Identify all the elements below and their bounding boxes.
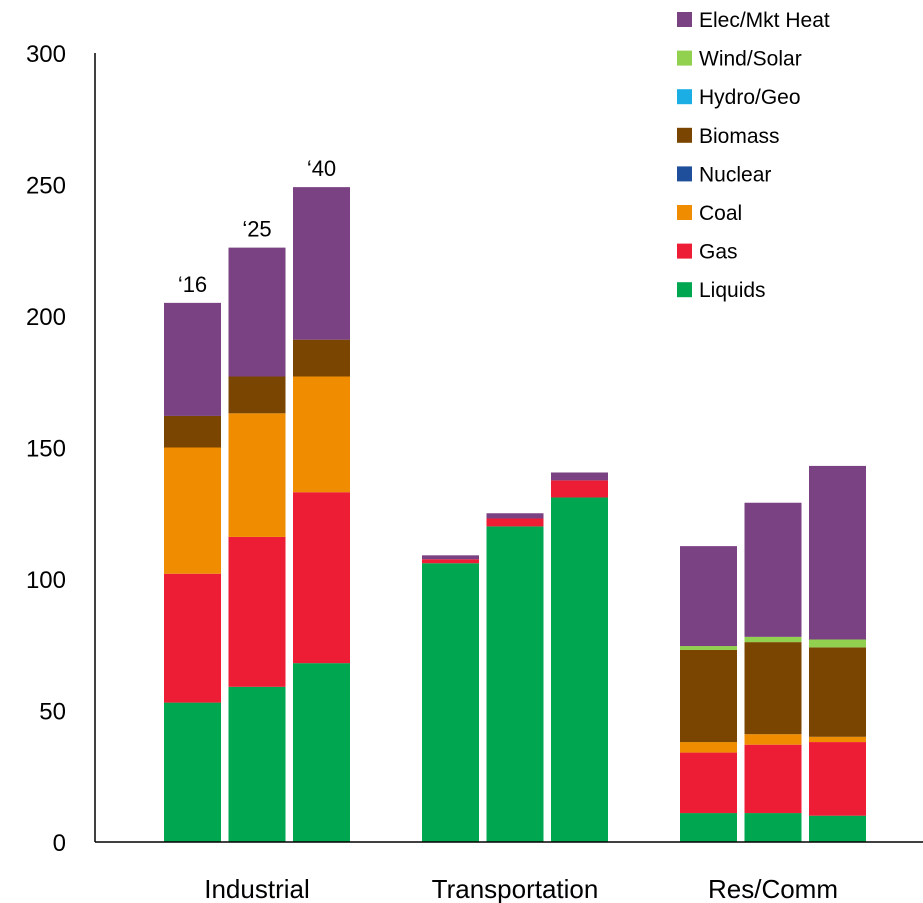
bar-segment-elec-mkt-heat-industrial-2040 [293,187,350,340]
bar-segment-liquids-industrial-2025 [228,686,286,842]
y-tick-label: 100 [26,567,66,594]
bar-segment-coal-res-comm-2040 [809,736,866,743]
y-tick-label: 150 [26,436,66,463]
y-tick-label: 250 [26,173,66,200]
legend-swatch [677,282,692,298]
bar-segment-gas-res-comm-2016 [680,752,737,814]
year-labels: ‘16 ‘25 ‘40 [178,156,336,297]
bar-segment-elec-mkt-heat-transportation-2016 [422,555,479,560]
bar-segment-elec-mkt-heat-transportation-2040 [551,472,608,481]
bar-segment-gas-industrial-2025 [228,536,286,687]
legend-label: Gas [699,241,738,264]
year-label: ‘25 [242,217,271,242]
y-tick-label: 50 [39,699,66,726]
year-label: ‘16 [178,272,207,297]
bar-segment-gas-transportation-2040 [551,480,608,498]
bar-segment-coal-res-comm-2025 [744,734,802,745]
bar-segment-liquids-res-comm-2016 [680,813,737,842]
y-tick-label: 200 [26,304,66,331]
bar-segment-elec-mkt-heat-res-comm-2016 [680,546,737,647]
legend-label: Liquids [699,279,766,302]
bar-segment-elec-mkt-heat-res-comm-2025 [744,502,802,637]
bar-segment-biomass-res-comm-2025 [744,642,802,735]
legend-swatch [677,89,692,105]
bar-segment-biomass-industrial-2025 [228,376,286,414]
bar-segment-liquids-transportation-2040 [551,497,608,842]
bar-segment-liquids-transportation-2025 [486,526,544,842]
bar-segment-elec-mkt-heat-res-comm-2040 [809,465,866,640]
x-category-label: Res/Comm [708,874,838,903]
bar-segment-liquids-res-comm-2025 [744,813,802,842]
bar-segment-biomass-industrial-2016 [164,415,221,448]
bar-segment-liquids-transportation-2016 [422,563,479,842]
bar-segment-coal-industrial-2025 [228,413,286,537]
bar-segment-elec-mkt-heat-industrial-2016 [164,302,221,416]
bar-segment-coal-industrial-2016 [164,447,221,574]
y-tick-label: 0 [53,830,66,857]
legend-swatch [677,127,692,143]
legend-label: Nuclear [699,163,771,186]
x-category-labels: Industrial Transportation Res/Comm [204,874,838,903]
bar-segment-gas-industrial-2040 [293,492,350,664]
legend-label: Wind/Solar [699,48,802,71]
legend-swatch [677,50,692,66]
bar-segment-biomass-industrial-2040 [293,339,350,377]
x-category-label: Industrial [204,874,310,903]
bar-segment-elec-mkt-heat-transportation-2025 [486,513,544,519]
bar-segment-gas-res-comm-2025 [744,744,802,814]
bar-segment-gas-transportation-2016 [422,559,479,564]
legend-label: Biomass [699,125,780,148]
bar-segment-wind-solar-res-comm-2016 [680,646,737,651]
bar-segment-liquids-res-comm-2040 [809,815,866,842]
bar-segment-liquids-industrial-2016 [164,702,221,842]
legend-label: Coal [699,202,742,225]
bar-segment-elec-mkt-heat-industrial-2025 [228,247,286,377]
bar-segment-coal-res-comm-2016 [680,742,737,753]
bar-segment-gas-industrial-2016 [164,573,221,703]
legend-label: Elec/Mkt Heat [699,9,830,32]
bar-segment-biomass-res-comm-2016 [680,650,737,743]
legend-swatch [677,166,692,182]
bar-segment-wind-solar-res-comm-2025 [744,636,802,643]
year-label: ‘40 [307,156,336,181]
bars-layer [164,187,866,842]
x-category-label: Transportation [432,874,599,903]
legend: Elec/Mkt Heat Wind/Solar Hydro/Geo Biomass N… [677,9,830,302]
bar-segment-gas-res-comm-2040 [809,742,866,816]
legend-label: Hydro/Geo [699,86,801,109]
bar-segment-biomass-res-comm-2040 [809,647,866,737]
bar-segment-coal-industrial-2040 [293,376,350,493]
legend-swatch [677,243,692,259]
bar-segment-wind-solar-res-comm-2040 [809,639,866,648]
legend-swatch [677,205,692,220]
y-tick-label: 300 [26,41,66,68]
bar-segment-gas-transportation-2025 [486,518,544,527]
legend-swatch [677,12,692,27]
y-tick-labels: 0 50 100 150 200 250 300 [26,41,66,857]
bar-segment-liquids-industrial-2040 [293,663,350,842]
